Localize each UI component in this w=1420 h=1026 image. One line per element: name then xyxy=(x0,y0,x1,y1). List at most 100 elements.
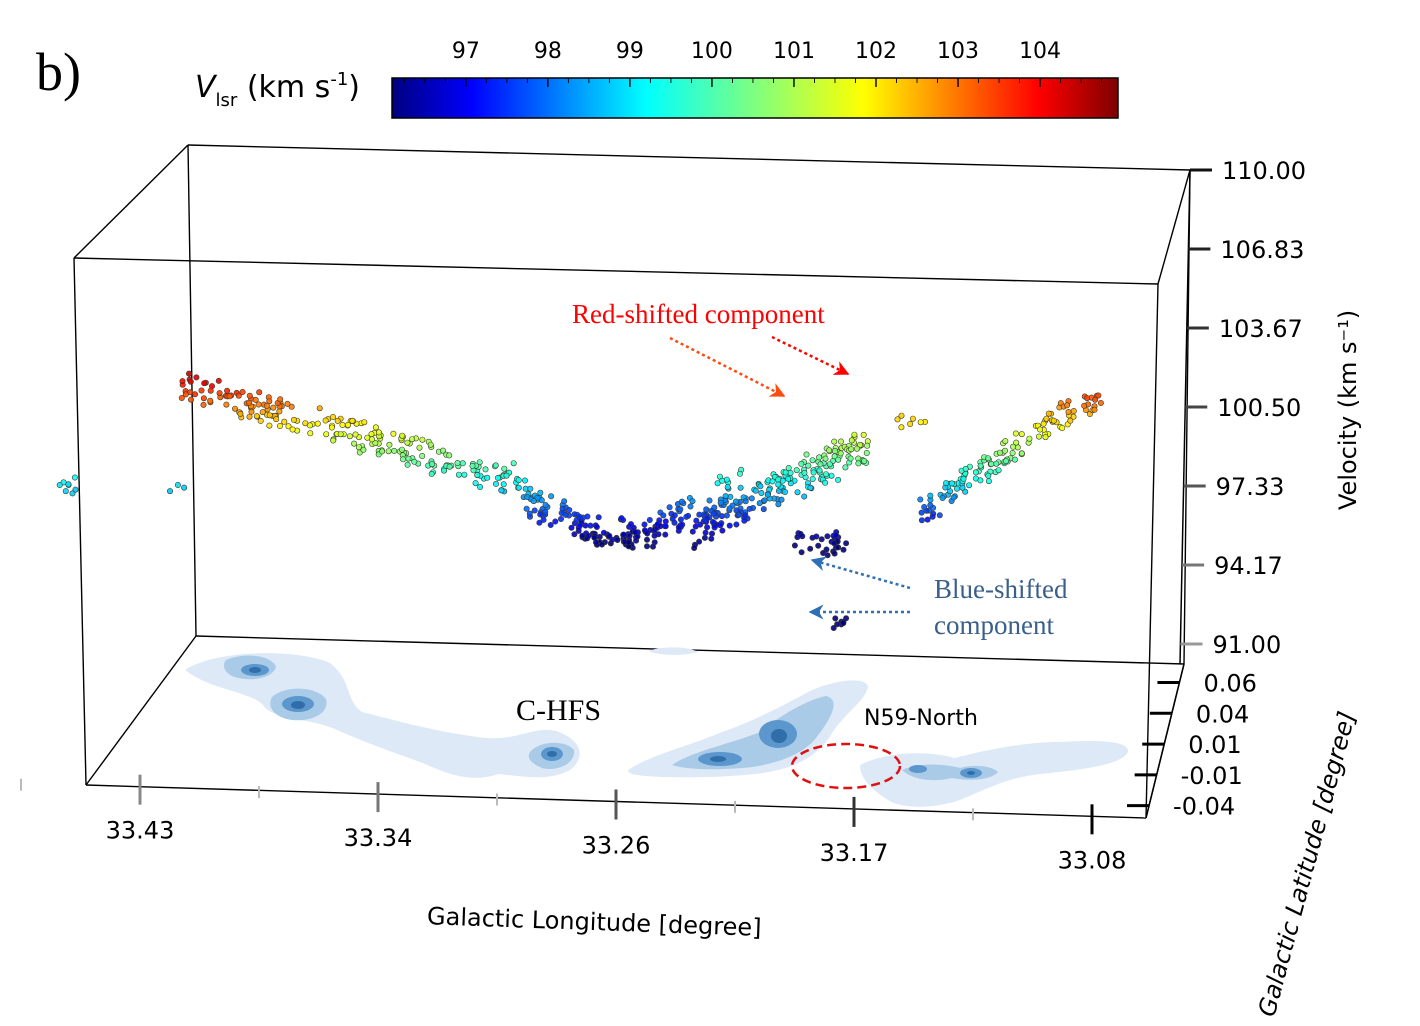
data-point xyxy=(757,483,764,490)
data-point xyxy=(277,396,284,403)
data-point xyxy=(399,432,406,439)
data-point xyxy=(687,503,694,510)
data-point xyxy=(557,515,564,522)
contour-level-4 xyxy=(967,771,975,775)
data-point xyxy=(782,469,789,476)
data-point xyxy=(960,475,967,482)
data-point xyxy=(618,515,625,522)
data-point xyxy=(614,536,621,543)
velocity-tick-label: 103.67 xyxy=(1219,315,1303,343)
data-point xyxy=(368,436,375,443)
data-point xyxy=(182,391,189,398)
latitude-axis-line xyxy=(1145,663,1185,819)
data-point xyxy=(1001,447,1008,454)
data-point xyxy=(909,415,916,422)
contour-level-2 xyxy=(672,696,834,770)
data-point xyxy=(917,496,924,503)
data-point xyxy=(1092,396,1099,403)
latitude-ticks xyxy=(1127,680,1180,808)
data-point xyxy=(552,518,559,525)
data-point xyxy=(860,431,867,438)
data-point xyxy=(818,536,825,543)
data-point xyxy=(756,500,763,507)
data-point xyxy=(398,446,405,453)
data-point xyxy=(822,455,829,462)
colorbar-tick-label: 101 xyxy=(773,39,815,64)
data-point xyxy=(474,472,481,479)
data-point xyxy=(536,519,543,526)
data-point xyxy=(711,524,718,531)
data-point xyxy=(1040,420,1047,427)
data-point xyxy=(907,420,914,427)
data-point xyxy=(476,459,483,466)
data-point xyxy=(785,475,792,482)
data-point xyxy=(840,620,847,627)
data-point xyxy=(918,509,925,516)
data-point xyxy=(801,493,808,500)
data-point xyxy=(742,498,749,505)
data-point xyxy=(472,480,479,487)
data-point xyxy=(657,523,664,530)
data-point xyxy=(281,418,288,425)
data-point xyxy=(562,511,569,518)
box-edge-front-top xyxy=(73,257,1159,285)
data-point xyxy=(246,413,253,420)
data-point xyxy=(1045,410,1052,417)
colorbar-tick-label: 100 xyxy=(691,39,733,64)
data-point xyxy=(531,507,538,514)
data-point xyxy=(379,448,386,455)
data-point xyxy=(726,505,733,512)
data-point xyxy=(831,550,838,557)
data-point xyxy=(816,467,823,474)
data-point xyxy=(237,410,244,417)
data-point xyxy=(693,517,700,524)
data-point xyxy=(701,534,708,541)
data-point xyxy=(696,511,703,518)
latitude-tick-label: 0.01 xyxy=(1188,731,1241,759)
colorbar-label-close: ) xyxy=(348,70,360,105)
velocity-tick-label: 106.83 xyxy=(1220,236,1304,264)
data-point xyxy=(671,512,678,519)
data-point xyxy=(708,535,715,542)
data-point xyxy=(1095,392,1102,399)
data-point xyxy=(469,462,476,469)
box-edge-front-left xyxy=(73,257,87,786)
data-point xyxy=(1009,449,1016,456)
colorbar-label-main: V xyxy=(195,70,218,105)
data-point xyxy=(831,438,838,445)
data-point xyxy=(723,512,730,519)
data-point xyxy=(385,448,392,455)
data-point xyxy=(813,533,820,540)
data-point xyxy=(781,488,788,495)
red-arrow-orange xyxy=(669,336,786,398)
data-point xyxy=(494,474,501,481)
data-point xyxy=(510,460,517,467)
data-point xyxy=(985,455,992,462)
contour-level-1 xyxy=(185,653,580,778)
longitude-tick-labels: 33.43 33.34 33.26 33.17 33.08 xyxy=(106,817,1127,875)
panel-label: b) xyxy=(36,42,81,102)
data-point xyxy=(235,392,242,399)
data-point xyxy=(632,529,639,536)
data-point xyxy=(805,462,812,469)
data-point xyxy=(898,412,905,419)
data-point xyxy=(1084,395,1091,402)
data-point xyxy=(689,498,696,505)
data-point xyxy=(372,439,379,446)
data-point xyxy=(798,549,805,556)
data-point xyxy=(330,437,337,444)
data-point xyxy=(355,444,362,451)
data-point xyxy=(328,424,335,431)
data-point xyxy=(428,461,435,468)
data-point xyxy=(799,533,806,540)
velocity-axis: 110.00 106.83 103.67 100.50 97.33 94.17 … xyxy=(1179,157,1362,665)
data-point xyxy=(817,461,824,468)
data-point xyxy=(775,501,782,508)
data-point xyxy=(256,389,263,396)
data-point xyxy=(1018,450,1025,457)
data-point xyxy=(600,529,607,536)
data-point xyxy=(585,532,592,539)
data-point xyxy=(704,524,711,531)
data-point xyxy=(649,543,656,550)
data-point xyxy=(404,461,411,468)
